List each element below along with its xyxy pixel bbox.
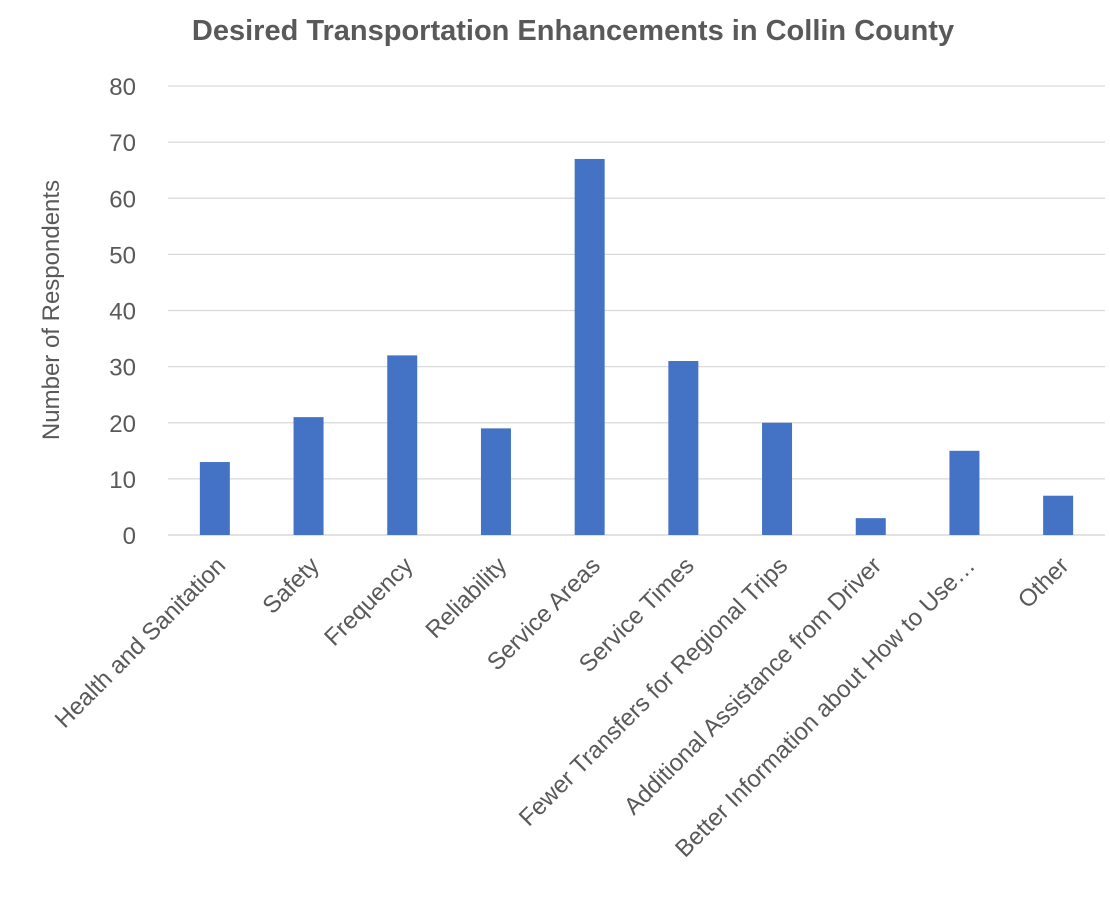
y-tick-label: 30 bbox=[109, 355, 136, 382]
y-tick-label: 0 bbox=[123, 523, 136, 550]
x-category-label: Reliability bbox=[420, 552, 512, 644]
x-category-label: Other bbox=[1013, 552, 1075, 614]
y-tick-label: 80 bbox=[109, 74, 136, 101]
bar bbox=[293, 417, 324, 535]
gridlines bbox=[168, 85, 1105, 536]
bar bbox=[1043, 495, 1074, 535]
bar bbox=[574, 158, 605, 535]
bar bbox=[762, 422, 793, 535]
chart-title: Desired Transportation Enhancements in C… bbox=[192, 15, 954, 47]
y-axis-label: Number of Respondents bbox=[38, 180, 65, 440]
x-category-label: Frequency bbox=[319, 552, 418, 651]
bar bbox=[949, 450, 980, 535]
bar bbox=[199, 462, 230, 535]
bar bbox=[387, 355, 418, 535]
bar bbox=[668, 361, 699, 535]
y-tick-label: 50 bbox=[109, 242, 136, 269]
x-category-label: Health and Sanitation bbox=[50, 552, 231, 733]
bar bbox=[855, 518, 886, 535]
bar bbox=[480, 428, 511, 535]
y-tick-label: 20 bbox=[109, 411, 136, 438]
y-axis-ticks: 0 10 20 30 40 50 60 70 80 bbox=[109, 74, 136, 550]
y-tick-label: 40 bbox=[109, 299, 136, 326]
y-tick-label: 60 bbox=[109, 186, 136, 213]
bars bbox=[199, 158, 1074, 535]
y-tick-label: 10 bbox=[109, 467, 136, 494]
y-tick-label: 70 bbox=[109, 130, 136, 157]
x-category-label: Safety bbox=[258, 552, 325, 619]
